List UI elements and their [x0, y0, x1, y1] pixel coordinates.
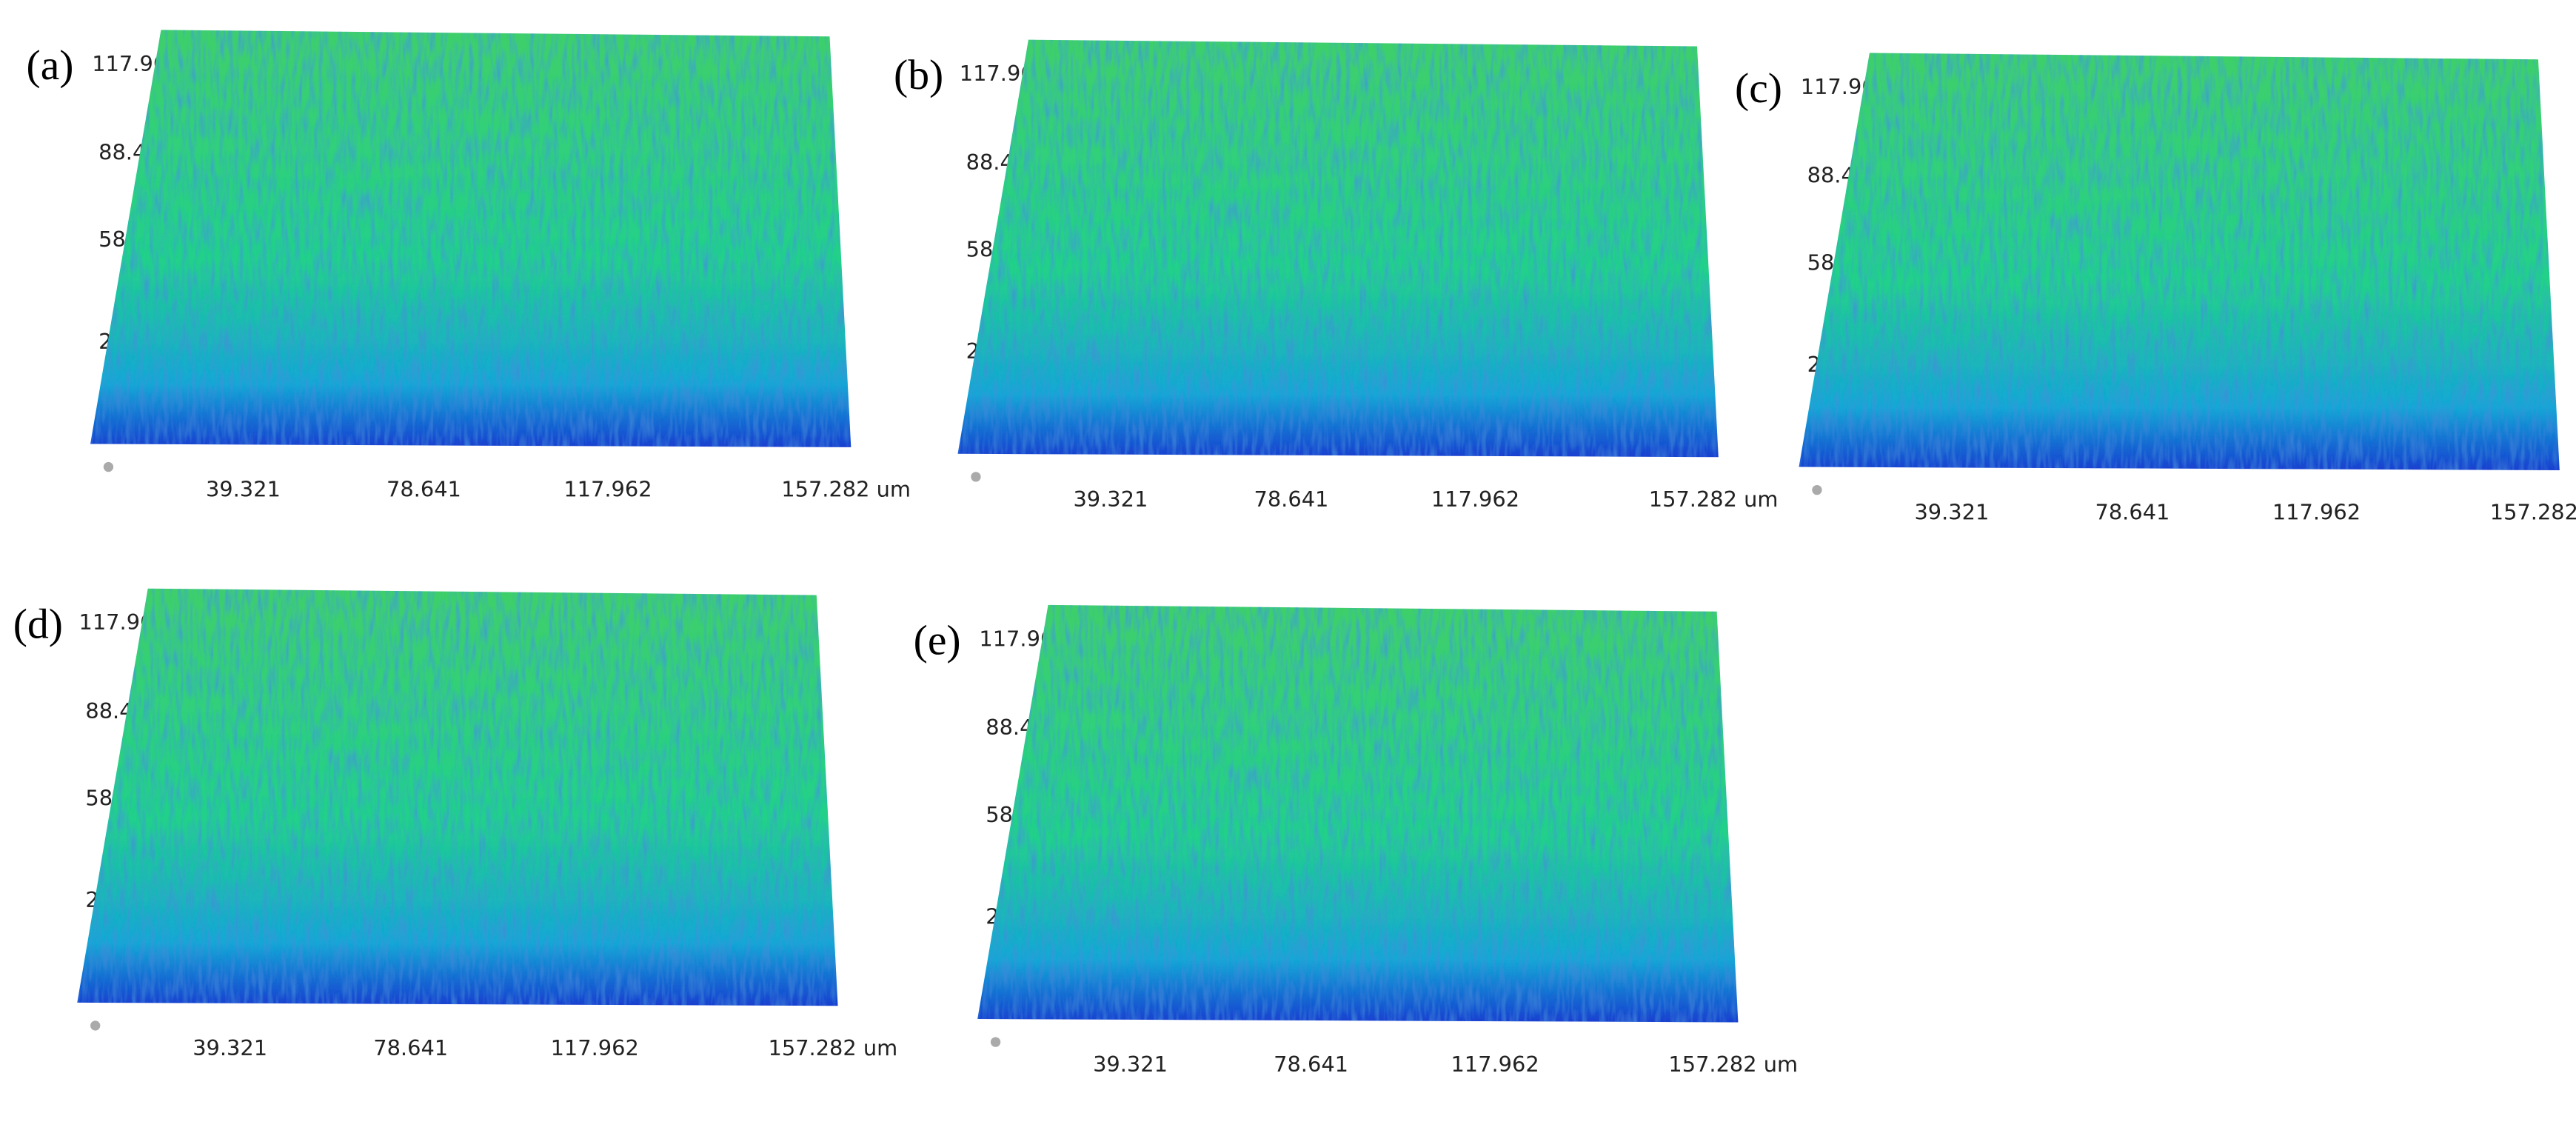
- origin-dot: [90, 1020, 101, 1031]
- origin-dot: [103, 461, 114, 472]
- x-axis-label: 39.321: [206, 476, 281, 501]
- panel: (e)117.9688.458.929.439.32178.641117.962…: [914, 604, 1798, 1077]
- x-axis-label: 39.321: [1073, 487, 1148, 512]
- surface: [1799, 53, 2560, 470]
- x-axis-label: 157.282 um: [781, 476, 911, 501]
- x-axis-label: 78.641: [373, 1035, 448, 1060]
- x-axis-label: 157.282 um: [769, 1035, 898, 1060]
- panel-label: (b): [894, 52, 943, 98]
- panel-label: (e): [914, 617, 961, 664]
- panel: (b)117.9688.458.9829.4939.32178.641117.9…: [894, 39, 1779, 512]
- x-axis-label: 117.962: [2272, 500, 2361, 525]
- x-axis-label: 78.641: [2095, 500, 2170, 525]
- origin-dot: [971, 472, 981, 482]
- panel: (c)117.9688.458.929.439.32178.641117.962…: [1735, 53, 2576, 525]
- surface: [977, 604, 1739, 1023]
- y-axis-label: 88.4: [98, 140, 146, 165]
- surface: [77, 588, 838, 1006]
- panel: (a)117.96288.458.929.439.32178.641117.96…: [27, 30, 911, 501]
- x-axis-label: 78.641: [1254, 487, 1329, 512]
- panel-label: (c): [1735, 65, 1782, 112]
- panel-label: (a): [27, 42, 74, 89]
- x-axis-label: 117.962: [551, 1035, 639, 1060]
- x-axis-label: 117.962: [1451, 1052, 1539, 1077]
- origin-dot: [990, 1037, 1001, 1047]
- panel: (d)117.9688.458.9829.4939.32178.641117.9…: [13, 588, 898, 1060]
- origin-dot: [1812, 484, 1822, 495]
- panel-label: (d): [13, 601, 63, 647]
- y-axis-label: 88.4: [1807, 163, 1855, 188]
- x-axis-label: 39.321: [193, 1035, 267, 1060]
- y-axis-label: 88.4: [85, 698, 133, 724]
- x-axis-label: 117.962: [1431, 487, 1519, 512]
- y-axis-label: 88.4: [986, 715, 1033, 740]
- x-axis-label: 117.962: [563, 476, 652, 501]
- x-axis-label: 78.641: [387, 476, 461, 501]
- x-axis-label: 157.282 um: [1649, 487, 1779, 512]
- x-axis-label: 39.321: [1914, 500, 1989, 525]
- x-axis-label: 157.282 um: [1668, 1052, 1798, 1077]
- x-axis-label: 39.321: [1093, 1052, 1168, 1077]
- x-axis-label: 157.282 um: [2490, 500, 2576, 525]
- surface: [957, 39, 1719, 458]
- y-axis-label: 88.4: [966, 150, 1014, 175]
- surface: [90, 30, 852, 447]
- x-axis-label: 78.641: [1274, 1052, 1348, 1077]
